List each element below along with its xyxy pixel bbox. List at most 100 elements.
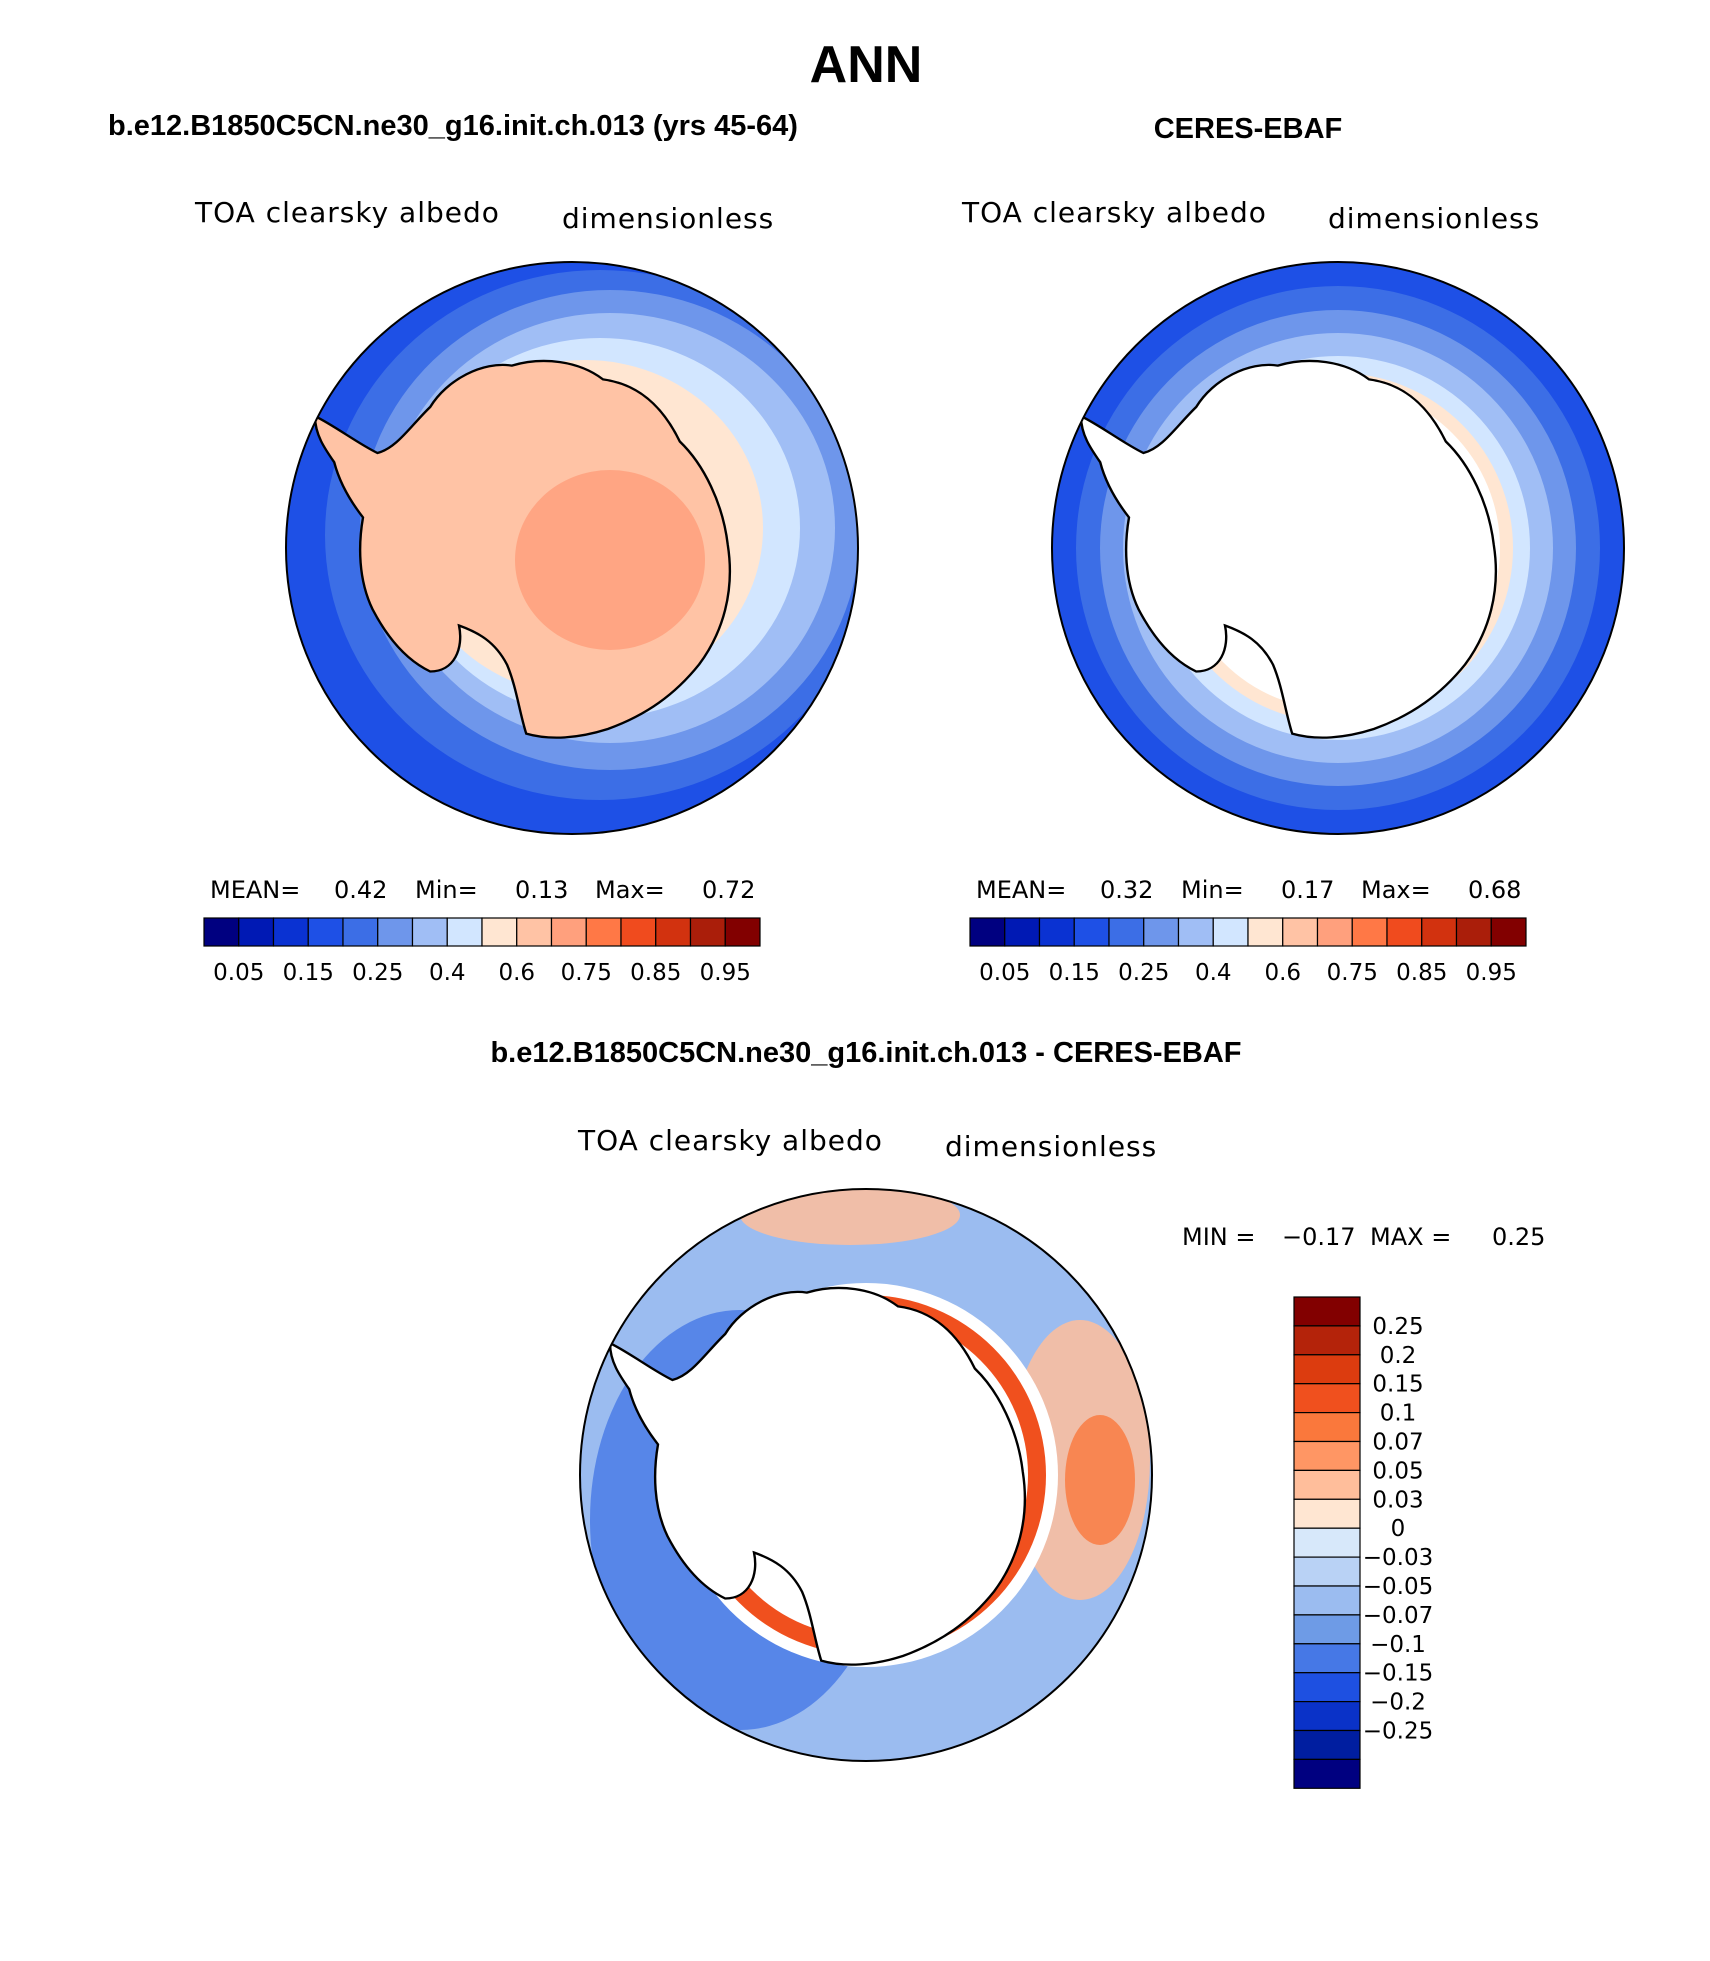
panel-obs-variable-label: TOA clearsky albedo bbox=[961, 196, 1267, 229]
panel-diff-colorbar-box bbox=[1293, 1672, 1361, 1703]
panel-obs-colorbar-box bbox=[1143, 917, 1180, 947]
panel-obs-colorbar-box bbox=[1108, 917, 1145, 947]
panel-obs-colorbar-box bbox=[1351, 917, 1388, 947]
panel-model-map-border bbox=[285, 261, 859, 835]
panel-model-units-label: dimensionless bbox=[562, 202, 774, 235]
panel-obs-colorbar-tick-label: 0.85 bbox=[1396, 960, 1447, 986]
panel-diff-colorbar-tick-label: −0.05 bbox=[1363, 1574, 1433, 1600]
panel-obs-max-value: 0.68 bbox=[1468, 876, 1521, 904]
panel-model-colorbar-tick-label: 0.25 bbox=[352, 960, 403, 986]
panel-model-colorbar-box bbox=[689, 917, 726, 947]
panel-model-variable-label: TOA clearsky albedo bbox=[194, 196, 500, 229]
panel-obs-colorbar-tick-label: 0.05 bbox=[979, 960, 1030, 986]
panel-obs-colorbar-tick-label: 0.15 bbox=[1049, 960, 1100, 986]
panel-diff-colorbar-tick-label: 0.25 bbox=[1372, 1314, 1423, 1340]
panel-model-case-title: b.e12.B1850C5CN.ne30_g16.init.ch.013 (yr… bbox=[108, 110, 798, 142]
panel-model-colorbar-tick-label: 0.85 bbox=[630, 960, 681, 986]
panel-obs-colorbar-box bbox=[1073, 917, 1110, 947]
panel-model-colorbar-box bbox=[655, 917, 692, 947]
panel-obs-colorbar-box bbox=[1386, 917, 1423, 947]
panel-diff-colorbar-tick-label: 0.07 bbox=[1372, 1430, 1423, 1456]
panel-model-colorbar-tick-label: 0.6 bbox=[498, 960, 535, 986]
panel-model-colorbar-box bbox=[377, 917, 414, 947]
panel-obs-mean-value: 0.32 bbox=[1100, 876, 1153, 904]
panel-diff-case-title: b.e12.B1850C5CN.ne30_g16.init.ch.013 - C… bbox=[490, 1037, 1241, 1069]
panel-model-colorbar-tick-label: 0.05 bbox=[213, 960, 264, 986]
panel-diff-colorbar-tick-label: 0.15 bbox=[1372, 1372, 1423, 1398]
panel-obs-colorbar-box bbox=[1421, 917, 1458, 947]
panel-obs-colorbar-box bbox=[1177, 917, 1214, 947]
panel-model-colorbar-box bbox=[203, 917, 240, 947]
panel-obs-colorbar-box bbox=[1490, 917, 1527, 947]
panel-obs-polar-map bbox=[1052, 262, 1624, 834]
panel-diff-colorbar-tick-label: −0.07 bbox=[1363, 1603, 1433, 1629]
panel-obs-colorbar-box bbox=[1004, 917, 1041, 947]
panel-obs-colorbar-tick-label: 0.75 bbox=[1327, 960, 1378, 986]
panel-obs-colorbar-box bbox=[1247, 917, 1284, 947]
panel-model-mean-label: MEAN= bbox=[210, 876, 300, 904]
panel-diff-colorbar-box bbox=[1293, 1498, 1361, 1529]
panel-model-colorbar-box bbox=[585, 917, 622, 947]
panel-model-colorbar-box bbox=[411, 917, 448, 947]
panel-diff-max-label: MAX = bbox=[1370, 1223, 1451, 1251]
panel-model-colorbar-tick-label: 0.75 bbox=[561, 960, 612, 986]
panel-diff-variable-label: TOA clearsky albedo bbox=[577, 1124, 883, 1157]
panel-obs-colorbar-box bbox=[1282, 917, 1319, 947]
panel-diff-colorbar-box bbox=[1293, 1585, 1361, 1616]
panel-model-colorbar-tick-label: 0.15 bbox=[283, 960, 334, 986]
panel-diff-colorbar-tick-label: −0.03 bbox=[1363, 1545, 1433, 1571]
panel-obs-colorbar-tick-label: 0.95 bbox=[1466, 960, 1517, 986]
panel-obs-map-border bbox=[1051, 261, 1625, 835]
panel-diff-colorbar-tick-label: −0.1 bbox=[1370, 1632, 1426, 1658]
panel-diff-colorbar-tick-label: 0.2 bbox=[1380, 1343, 1417, 1369]
panel-diff-colorbar-box bbox=[1293, 1469, 1361, 1500]
panel-obs-max-label: Max= bbox=[1361, 876, 1431, 904]
panel-diff-max-value: 0.25 bbox=[1492, 1223, 1545, 1251]
panel-diff-colorbar-tick-label: −0.15 bbox=[1363, 1661, 1433, 1687]
panel-diff-colorbar-box bbox=[1293, 1411, 1361, 1443]
panel-obs-colorbar-box bbox=[1316, 917, 1353, 947]
panel-diff-map-border bbox=[579, 1188, 1153, 1762]
panel-diff-min-label: MIN = bbox=[1182, 1223, 1255, 1251]
panel-diff-colorbar-box bbox=[1293, 1354, 1361, 1385]
panel-obs-colorbar-tick-label: 0.4 bbox=[1195, 960, 1232, 986]
panel-model-min-label: Min= bbox=[415, 876, 478, 904]
panel-obs: CERES-EBAF TOA clearsky albedo dimension… bbox=[961, 113, 1625, 986]
panel-diff-colorbar-tick-label: 0.03 bbox=[1372, 1487, 1423, 1513]
panel-model-colorbar-box bbox=[446, 917, 483, 947]
panel-model-colorbar-box bbox=[272, 917, 309, 947]
panel-model-colorbar-box bbox=[516, 917, 553, 947]
panel-diff-polar-map bbox=[580, 1189, 1152, 1761]
panel-obs-mean-label: MEAN= bbox=[976, 876, 1066, 904]
panel-diff-colorbar-tick-label: 0.1 bbox=[1380, 1401, 1417, 1427]
panel-diff-colorbar-box bbox=[1293, 1643, 1361, 1674]
panel-model-colorbar-box bbox=[342, 917, 379, 947]
panel-diff-min-value: −0.17 bbox=[1282, 1223, 1356, 1251]
panel-diff-colorbar-box bbox=[1293, 1729, 1361, 1760]
panel-model-colorbar-box bbox=[307, 917, 344, 947]
panel-model: b.e12.B1850C5CN.ne30_g16.init.ch.013 (yr… bbox=[108, 110, 859, 986]
panel-diff-colorbar: 0.25 0.2 0.15 0.1 0.070.05 0.03 0 −0.03 −0.05 −0.… bbox=[1293, 1296, 1433, 1789]
panel-diff-colorbar-box bbox=[1293, 1758, 1361, 1789]
panel-diff-colorbar-box bbox=[1293, 1527, 1361, 1558]
panel-model-polar-map bbox=[286, 262, 858, 834]
panel-obs-min-label: Min= bbox=[1181, 876, 1244, 904]
panel-diff-colorbar-tick-label: 0 bbox=[1391, 1516, 1406, 1542]
panel-model-colorbar-box bbox=[550, 917, 587, 947]
panel-model-colorbar-tick-label: 0.95 bbox=[700, 960, 751, 986]
panel-model-min-value: 0.13 bbox=[515, 876, 568, 904]
panel-model-colorbar-tick-label: 0.4 bbox=[429, 960, 466, 986]
panel-diff-units-label: dimensionless bbox=[945, 1130, 1157, 1163]
panel-diff-colorbar-box bbox=[1293, 1383, 1361, 1414]
panel-obs-colorbar-box bbox=[1038, 917, 1075, 947]
panel-diff-colorbar-box bbox=[1293, 1556, 1361, 1587]
panel-diff-colorbar-box bbox=[1293, 1296, 1361, 1327]
panel-model-colorbar-box bbox=[620, 917, 657, 947]
panel-obs-colorbar-box bbox=[969, 917, 1006, 947]
panel-diff: b.e12.B1850C5CN.ne30_g16.init.ch.013 - C… bbox=[490, 1037, 1545, 1789]
panel-model-max-value: 0.72 bbox=[702, 876, 755, 904]
panel-model-colorbar: 0.05 0.15 0.25 0.4 0.6 0.75 0.85 0.95 bbox=[203, 917, 761, 986]
panel-diff-colorbar-tick-label: 0.05 bbox=[1372, 1458, 1423, 1484]
panel-obs-min-value: 0.17 bbox=[1281, 876, 1334, 904]
